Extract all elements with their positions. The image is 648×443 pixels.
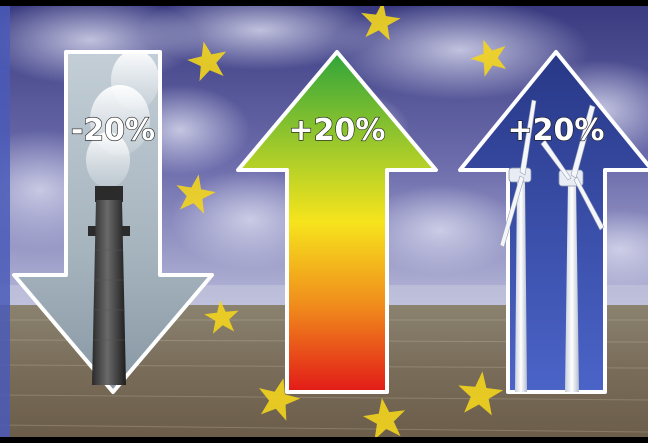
chimney [88, 186, 130, 385]
energy-efficiency-arrow: +20% [236, 50, 438, 394]
renewables-arrow: +20% [458, 50, 648, 394]
renewables-label: +20% [508, 113, 605, 148]
wind-turbines [499, 99, 605, 392]
efficiency-label: +20% [289, 113, 386, 148]
co2-reduction-arrow: -20% [12, 50, 214, 394]
smoke [86, 50, 159, 188]
co2-label: -20% [71, 113, 155, 148]
